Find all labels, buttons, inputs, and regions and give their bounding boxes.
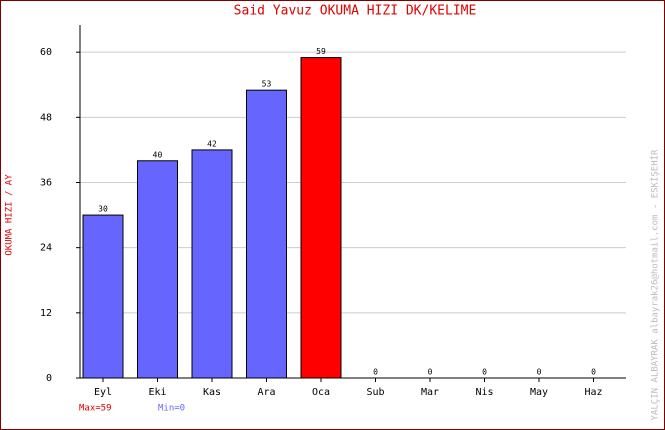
value-label: 42 xyxy=(207,139,217,148)
value-label: 0 xyxy=(373,368,378,377)
x-tick-label: Sub xyxy=(366,387,384,398)
min-label: Min=0 xyxy=(158,404,185,414)
value-label: 0 xyxy=(428,368,433,377)
chart-title: Said Yavuz OKUMA HIZI DK/KELIME xyxy=(234,4,477,19)
bar xyxy=(300,57,342,379)
x-tick-label: Oca xyxy=(312,387,330,398)
value-label: 59 xyxy=(316,47,326,56)
value-label: 0 xyxy=(482,368,487,377)
bar xyxy=(82,214,124,379)
x-tick-label: Kas xyxy=(203,387,221,398)
y-tick-label: 36 xyxy=(40,177,52,188)
bar xyxy=(246,89,287,379)
value-label: 53 xyxy=(262,80,272,89)
y-axis-label: OKUMA HIZI / AY xyxy=(5,174,15,256)
y-tick-label: 24 xyxy=(40,243,52,254)
value-label: 40 xyxy=(153,150,163,159)
x-tick-label: May xyxy=(530,387,548,398)
y-tick-label: 12 xyxy=(40,308,52,319)
credit: YALÇIN ALBAYRAK albayrak26@hotmail.com -… xyxy=(650,149,661,421)
x-tick-label: Eyl xyxy=(94,387,112,398)
y-tick-label: 60 xyxy=(40,47,52,58)
value-label: 0 xyxy=(537,368,542,377)
max-label: Max=59 xyxy=(79,404,112,414)
y-tick-label: 48 xyxy=(40,112,52,123)
bar xyxy=(191,149,233,379)
x-tick-label: Haz xyxy=(584,387,602,398)
value-label: 0 xyxy=(591,368,596,377)
value-label: 30 xyxy=(98,205,108,214)
x-tick-label: Mar xyxy=(421,387,439,398)
y-tick-label: 0 xyxy=(46,373,52,384)
x-tick-label: Nis xyxy=(475,387,493,398)
x-tick-label: Ara xyxy=(257,387,275,398)
bar xyxy=(137,160,178,379)
x-tick-label: Eki xyxy=(148,387,166,398)
